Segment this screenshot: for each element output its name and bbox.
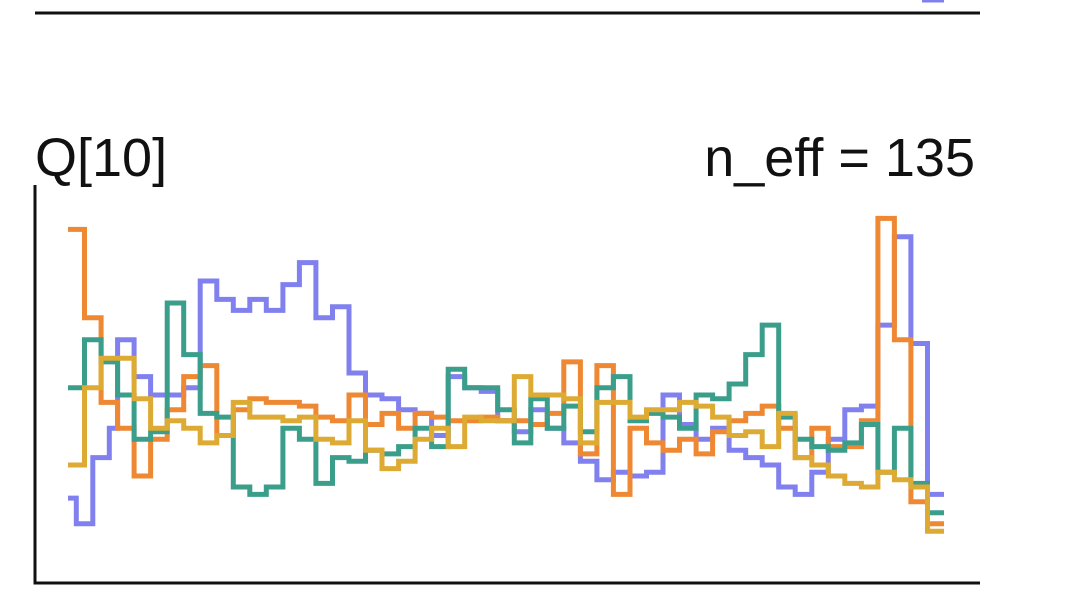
- trace-series-4: [68, 355, 944, 534]
- chart-subtitle: n_eff = 135: [704, 128, 975, 188]
- chart-title: Q[10]: [35, 128, 167, 188]
- trace-series-group: [68, 215, 944, 534]
